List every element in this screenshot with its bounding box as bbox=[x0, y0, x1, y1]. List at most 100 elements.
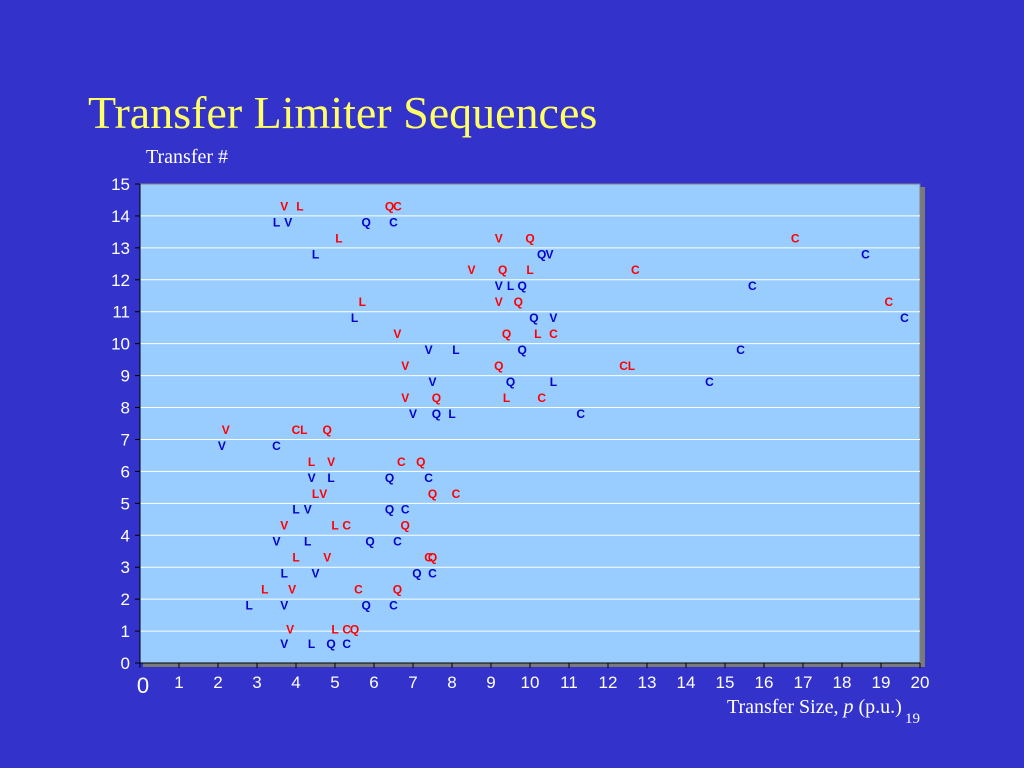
marker-l: L bbox=[292, 551, 299, 565]
x-tick-label: 14 bbox=[677, 673, 696, 692]
x-tick-label: 4 bbox=[291, 673, 300, 692]
marker-v: V bbox=[308, 471, 316, 485]
marker-l: L bbox=[359, 295, 366, 309]
y-tick-label: 2 bbox=[121, 590, 130, 609]
marker-l: L bbox=[452, 343, 459, 357]
marker-q: Q bbox=[518, 279, 527, 293]
x-tick-label: 2 bbox=[213, 673, 222, 692]
x-tick-label: 8 bbox=[447, 673, 456, 692]
x-tick-label: 10 bbox=[521, 673, 540, 692]
marker-c: C bbox=[791, 231, 800, 245]
marker-l: L bbox=[335, 231, 342, 245]
y-tick-label: 11 bbox=[112, 303, 130, 322]
marker-v: V bbox=[545, 247, 553, 261]
marker-l: L bbox=[503, 391, 510, 405]
x-tick-label: 9 bbox=[486, 673, 495, 692]
marker-v: V bbox=[549, 311, 557, 325]
marker-c: C bbox=[389, 599, 398, 613]
marker-v: V bbox=[428, 375, 436, 389]
marker-q: Q bbox=[428, 551, 437, 565]
marker-c: C bbox=[401, 503, 410, 517]
x-tick-label: 3 bbox=[252, 673, 261, 692]
y-tick-label: 3 bbox=[121, 558, 130, 577]
marker-q: Q bbox=[401, 519, 410, 533]
marker-v: V bbox=[272, 535, 280, 549]
marker-l: L bbox=[246, 599, 253, 613]
marker-l: L bbox=[448, 407, 455, 421]
marker-l: L bbox=[304, 535, 311, 549]
marker-l: L bbox=[628, 359, 635, 373]
marker-c: C bbox=[424, 471, 433, 485]
x-tick-label: 16 bbox=[755, 673, 774, 692]
marker-c: C bbox=[272, 439, 281, 453]
marker-c: C bbox=[389, 215, 398, 229]
marker-l: L bbox=[312, 487, 319, 501]
x-axis-title-unit: (p.u.) bbox=[853, 696, 902, 718]
y-tick-label: 9 bbox=[121, 367, 130, 386]
marker-q: Q bbox=[428, 487, 437, 501]
marker-v: V bbox=[280, 519, 288, 533]
marker-v: V bbox=[304, 503, 312, 517]
marker-c: C bbox=[631, 263, 640, 277]
marker-l: L bbox=[534, 327, 541, 341]
marker-v: V bbox=[323, 551, 331, 565]
marker-c: C bbox=[342, 519, 351, 533]
marker-l: L bbox=[526, 263, 533, 277]
x-tick-label: 6 bbox=[369, 673, 378, 692]
marker-c: C bbox=[537, 391, 546, 405]
x-axis-title-text: Transfer Size, bbox=[727, 696, 844, 718]
marker-c: C bbox=[393, 199, 402, 213]
marker-q: Q bbox=[518, 343, 527, 357]
y-axis-title: Transfer # bbox=[146, 146, 229, 168]
marker-l: L bbox=[331, 519, 338, 533]
x-tick-label: 18 bbox=[833, 673, 852, 692]
marker-q: Q bbox=[323, 423, 332, 437]
marker-v: V bbox=[280, 599, 288, 613]
marker-l: L bbox=[351, 311, 358, 325]
x-tick-label: 20 bbox=[911, 673, 930, 692]
marker-q: Q bbox=[529, 311, 538, 325]
marker-v: V bbox=[218, 439, 226, 453]
y-tick-label: 8 bbox=[121, 399, 130, 418]
x-tick-label: 1 bbox=[174, 673, 183, 692]
marker-c: C bbox=[292, 423, 301, 437]
marker-l: L bbox=[312, 247, 319, 261]
marker-c: C bbox=[619, 359, 628, 373]
y-tick-label: 5 bbox=[121, 494, 130, 513]
x-tick-label: 17 bbox=[794, 673, 813, 692]
marker-c: C bbox=[452, 487, 461, 501]
marker-q: Q bbox=[525, 231, 534, 245]
marker-q: Q bbox=[432, 407, 441, 421]
marker-l: L bbox=[273, 215, 280, 229]
marker-q: Q bbox=[506, 375, 515, 389]
marker-c: C bbox=[393, 535, 402, 549]
marker-c: C bbox=[861, 247, 870, 261]
y-tick-label: 4 bbox=[121, 526, 130, 545]
marker-v: V bbox=[319, 487, 327, 501]
marker-v: V bbox=[280, 637, 288, 651]
marker-v: V bbox=[222, 423, 230, 437]
marker-v: V bbox=[495, 279, 503, 293]
x-tick-label: 0 bbox=[137, 673, 149, 698]
x-tick-label: 7 bbox=[408, 673, 417, 692]
marker-c: C bbox=[900, 311, 909, 325]
x-axis-title: Transfer Size, p (p.u.) bbox=[727, 696, 902, 719]
plot-area bbox=[139, 183, 921, 664]
y-tick-label: 1 bbox=[121, 622, 130, 641]
y-tick-label: 14 bbox=[111, 207, 130, 226]
marker-c: C bbox=[748, 279, 757, 293]
x-tick-labels: 0 1 2 3 4 5 6 7 8 9 10 11 12 13 14 15 16 17 18 19 20 bbox=[137, 662, 930, 698]
marker-c: C bbox=[342, 622, 351, 636]
marker-q: Q bbox=[362, 599, 371, 613]
marker-l: L bbox=[550, 375, 557, 389]
marker-v: V bbox=[393, 327, 401, 341]
marker-c: C bbox=[705, 375, 714, 389]
marker-q: Q bbox=[514, 295, 523, 309]
y-tick-label: 7 bbox=[121, 430, 130, 449]
x-tick-label: 13 bbox=[638, 673, 657, 692]
marker-q: Q bbox=[537, 247, 546, 261]
marker-c: C bbox=[576, 407, 585, 421]
marker-v: V bbox=[495, 295, 503, 309]
x-tick-label: 15 bbox=[716, 673, 735, 692]
marker-c: C bbox=[428, 567, 437, 581]
